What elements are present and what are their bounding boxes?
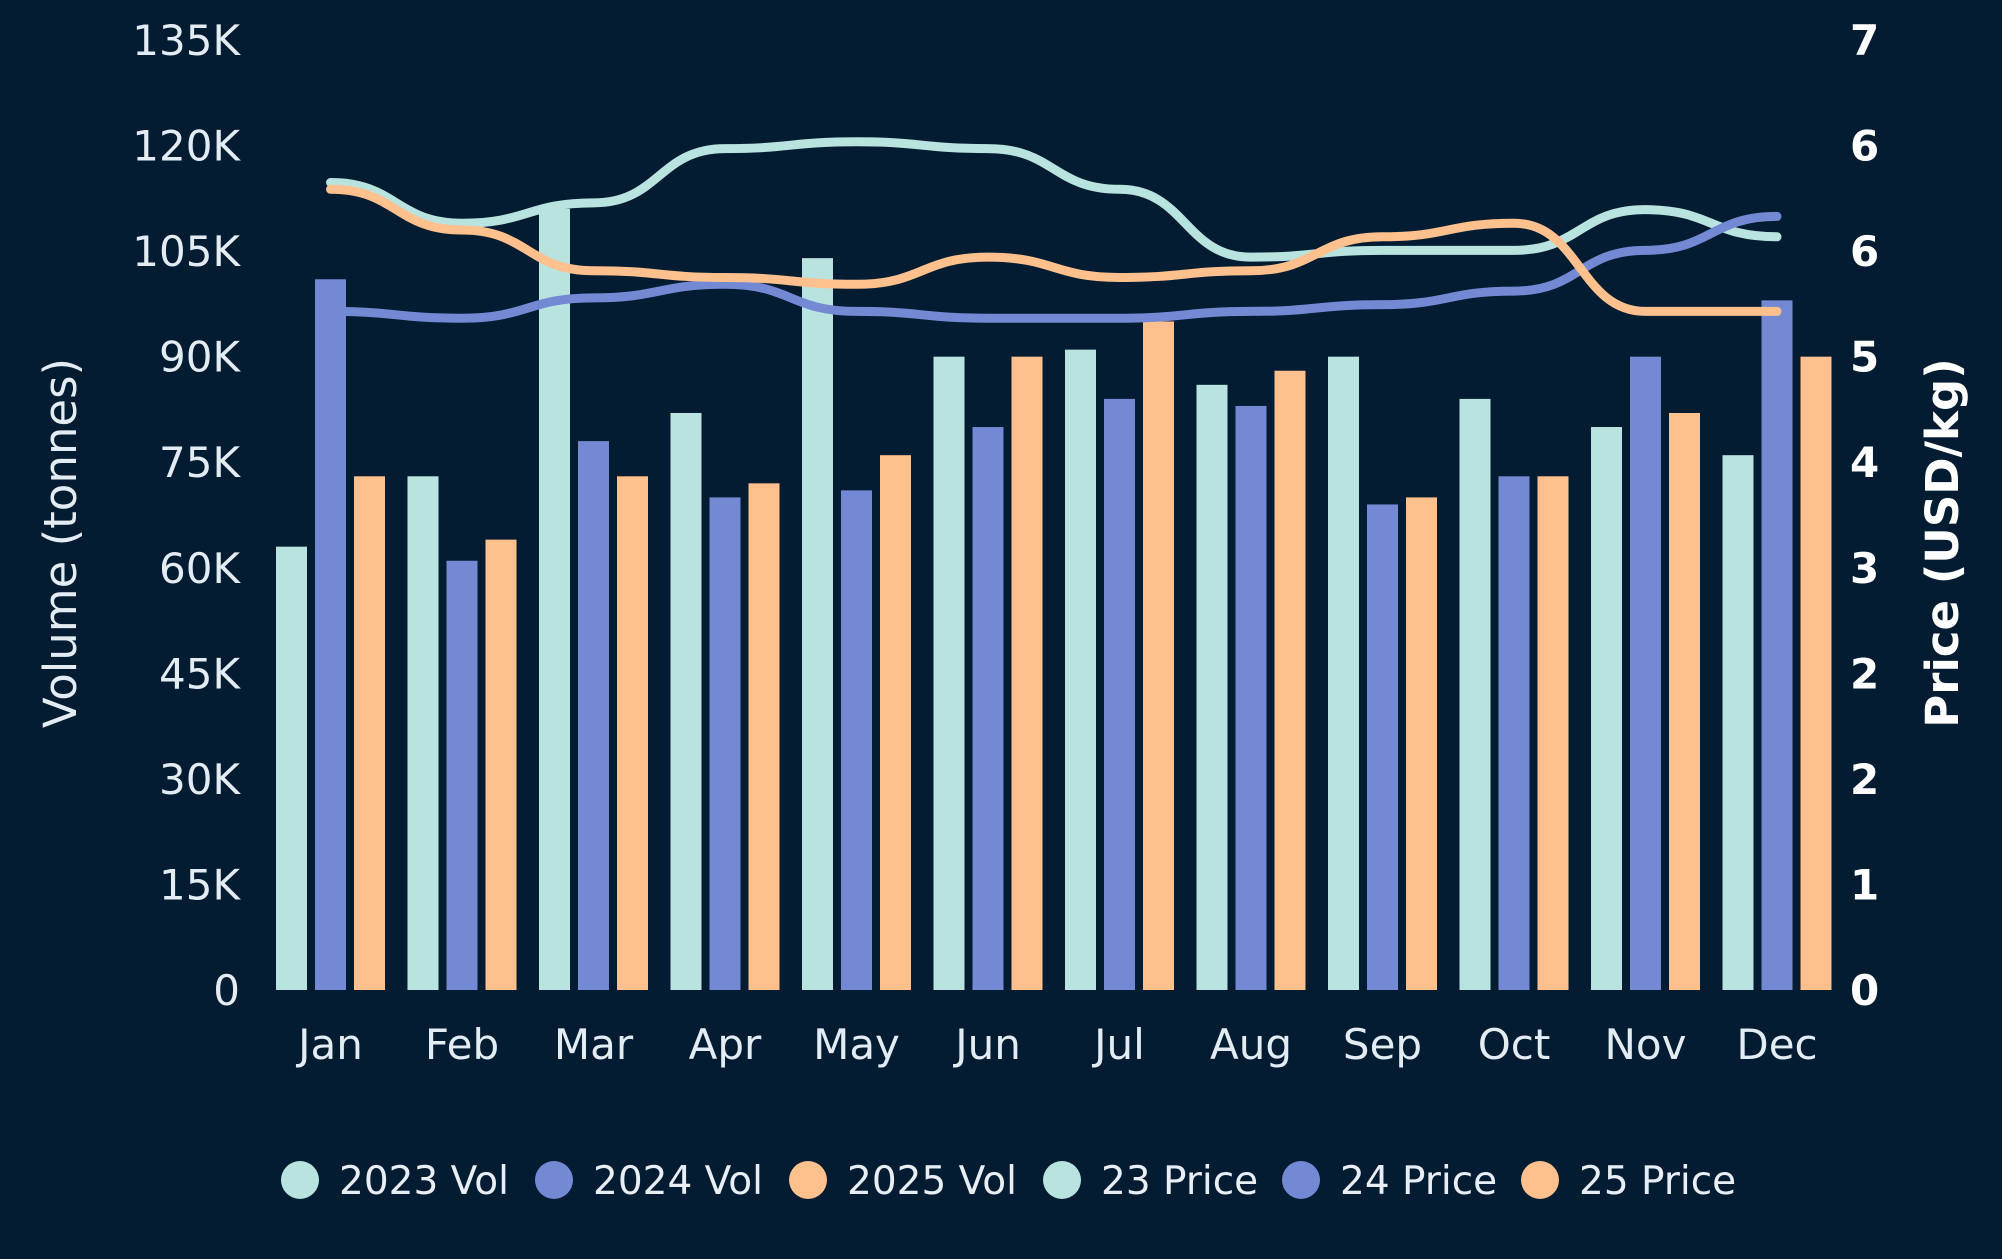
bar-2023-vol-oct [1459,398,1491,990]
left-tick-label: 90K [159,333,241,382]
bar-2024-vol-jul [1104,398,1135,990]
bar-2023-vol-aug [1196,384,1228,990]
bar-2023-vol-jul [1065,349,1096,990]
bar-2023-vol-may [802,258,833,990]
bar-2023-vol-dec [1722,455,1754,990]
right-axis-ticks: 0 1 2 2 3 4 5 6 6 7 [1850,16,1879,1015]
bar-2023-vol-mar [539,208,570,990]
x-tick-label: Jan [295,1020,363,1069]
legend-label: 25 Price [1579,1159,1736,1204]
bar-2025-vol-mar [617,476,648,991]
line-24-price [326,211,1782,323]
right-tick-label: 5 [1850,333,1879,382]
bar-2025-vol-nov [1669,412,1700,990]
bar-2024-vol-jan [315,279,346,990]
legend-swatch-23-price [1043,1161,1081,1199]
bar-2025-vol-apr [748,483,780,990]
left-axis-title: Volume (tonnes) [34,358,87,728]
bar-2024-vol-dec [1761,300,1793,990]
right-tick-label: 6 [1850,227,1879,276]
left-tick-label: 75K [159,438,241,487]
bar-2025-vol-oct [1537,476,1569,991]
bar-2024-vol-may [841,490,872,990]
right-tick-label: 6 [1850,122,1879,171]
bar-2024-vol-nov [1630,356,1661,991]
bar-2025-vol-aug [1274,370,1306,991]
right-tick-label: 3 [1850,544,1879,593]
x-tick-label: Nov [1605,1020,1687,1069]
bar-2025-vol-dec [1800,356,1832,991]
legend-swatch-24-price [1282,1161,1320,1199]
bar-2023-vol-jun [933,356,965,991]
x-tick-label: Aug [1210,1020,1292,1069]
right-axis-title: Price (USD/kg) [1916,358,1969,727]
bar-2024-vol-oct [1498,476,1530,991]
bar-2025-vol-feb [485,539,517,990]
line-25-price [326,184,1782,316]
legend-label: 24 Price [1340,1159,1497,1204]
legend-label: 2025 Vol [847,1159,1017,1204]
bar-2025-vol-jul [1143,321,1174,991]
left-tick-label: 45K [159,649,241,698]
left-axis-ticks: 0 15K 30K 45K 60K 75K 90K 105K 120K 135K [132,16,241,1015]
right-tick-label: 1 [1850,860,1879,909]
right-tick-label: 2 [1850,649,1879,698]
left-tick-label: 105K [132,227,241,276]
x-tick-label: Apr [689,1020,762,1069]
x-tick-label: Mar [554,1020,634,1069]
x-tick-label: Sep [1343,1020,1422,1069]
left-tick-label: 30K [159,755,241,804]
left-tick-label: 135K [132,16,241,65]
legend-label: 23 Price [1101,1159,1258,1204]
bar-2025-vol-jan [354,476,385,991]
bar-2023-vol-nov [1591,427,1622,990]
legend-swatch-2023-vol [281,1161,319,1199]
right-tick-label: 7 [1850,16,1879,65]
right-tick-label: 0 [1850,966,1879,1015]
bar-2024-vol-sep [1367,504,1398,990]
legend-swatch-25-price [1521,1161,1559,1199]
legend-swatch-2025-vol [789,1161,827,1199]
x-axis-ticks: Jan Feb Mar Apr May Jun Jul Aug Sep Oct Nov Dec [295,1020,1818,1069]
price-lines [326,137,1782,323]
bar-2025-vol-jun [1011,356,1043,991]
right-tick-label: 2 [1850,755,1879,804]
left-tick-label: 0 [213,966,240,1015]
bar-2025-vol-may [880,455,911,990]
bar-2024-vol-jun [972,427,1004,990]
left-tick-label: 120K [132,122,241,171]
bar-2024-vol-feb [446,560,478,990]
x-tick-label: Oct [1478,1020,1551,1069]
bar-2024-vol-apr [709,497,741,990]
x-tick-label: Jul [1091,1020,1145,1069]
x-tick-label: May [813,1020,900,1069]
bar-2024-vol-aug [1235,405,1267,991]
bar-2025-vol-sep [1406,497,1437,990]
x-tick-label: Dec [1736,1020,1817,1069]
left-tick-label: 15K [159,860,241,909]
bar-2024-vol-mar [578,441,609,991]
legend-label: 2023 Vol [339,1159,509,1204]
bar-2023-vol-apr [670,412,702,990]
volume-bars [276,208,1832,991]
legend-swatch-2024-vol [535,1161,573,1199]
right-tick-label: 4 [1850,438,1879,487]
x-tick-label: Feb [425,1020,499,1069]
legend: 2023 Vol 2024 Vol 2025 Vol 23 Price 24 Price… [281,1159,1736,1204]
bar-2023-vol-sep [1328,356,1359,991]
bar-2023-vol-jan [276,546,307,990]
left-tick-label: 60K [159,544,241,593]
legend-label: 2024 Vol [593,1159,763,1204]
x-tick-label: Jun [952,1020,1021,1069]
bar-2023-vol-feb [407,476,439,991]
line-23-price [326,137,1782,262]
